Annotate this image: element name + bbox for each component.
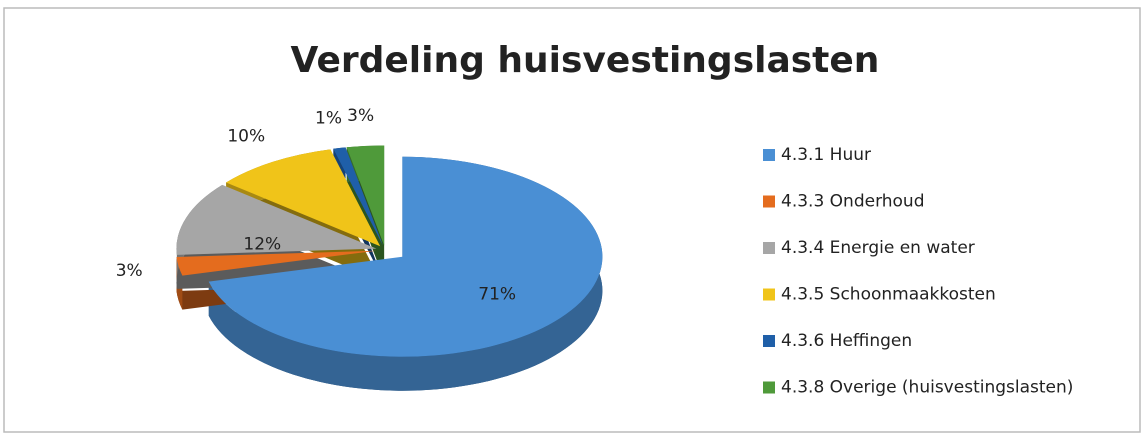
pie	[176, 145, 603, 391]
legend-label: 4.3.5 Schoonmaakkosten	[781, 285, 996, 305]
slice	[208, 156, 603, 357]
chart-title: Verdeling huisvestingslasten	[291, 40, 880, 81]
slice	[346, 145, 385, 246]
legend-swatch	[763, 288, 775, 301]
legend-swatch	[763, 381, 775, 394]
legend-swatch	[763, 149, 775, 161]
legend-label: 4.3.6 Heffingen	[781, 331, 912, 351]
legend-label: 4.3.4 Energie en water	[781, 238, 975, 258]
data-label: 10%	[227, 126, 265, 146]
legend-swatch	[763, 195, 775, 208]
legend-label: 4.3.3 Onderhoud	[781, 192, 925, 212]
slice	[176, 184, 377, 255]
data-label: 3%	[347, 106, 374, 126]
data-label: 3%	[116, 261, 143, 281]
slice	[333, 147, 384, 246]
data-label: 1%	[315, 109, 342, 129]
slice	[226, 149, 381, 247]
data-label: 12%	[243, 235, 281, 255]
slice	[176, 250, 377, 276]
legend-swatch	[763, 335, 775, 347]
legend-label: 4.3.1 Huur	[781, 145, 871, 165]
data-label: 71%	[478, 284, 516, 304]
legend-swatch	[763, 242, 775, 254]
legend-label: 4.3.8 Overige (huisvestingslasten)	[781, 378, 1073, 398]
